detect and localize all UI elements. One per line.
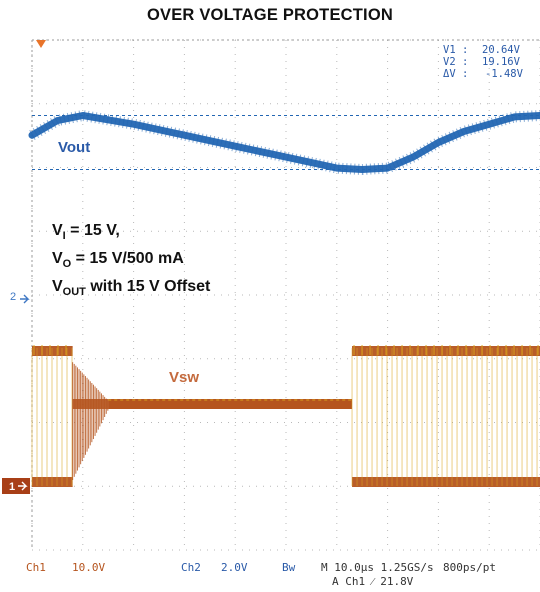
cursor-v1-label: V1 : bbox=[443, 44, 469, 56]
ch2-marker-label: 2 bbox=[10, 291, 17, 303]
ch1-marker-arrow-icon bbox=[18, 481, 28, 491]
chart-title: OVER VOLTAGE PROTECTION bbox=[146, 6, 393, 24]
vsw-label: Vsw bbox=[169, 369, 200, 386]
vout-line bbox=[28, 112, 540, 173]
vsw-ring-core bbox=[72, 399, 109, 409]
cursor-dv-label: ΔV : bbox=[443, 68, 469, 80]
ch1-scale: 10.0V bbox=[72, 561, 106, 574]
ch1-marker-badge bbox=[2, 478, 30, 494]
cursor-v1-value: 20.64V bbox=[482, 44, 520, 56]
condition-offset: VOUT with 15 V Offset bbox=[52, 278, 211, 298]
vout-noise bbox=[29, 109, 540, 176]
vsw-high-band bbox=[352, 346, 540, 356]
condition-output: VO = 15 V/500 mA bbox=[52, 250, 184, 270]
scope-extras bbox=[2, 40, 46, 494]
ch2-channel-label: Ch2 bbox=[181, 561, 201, 574]
trigger-setting: A Ch1 ⁄ 21.8V bbox=[332, 575, 414, 588]
cursor-v2-value: 19.16V bbox=[482, 56, 520, 68]
vsw-trace bbox=[31, 345, 540, 487]
resolution: 800ps/pt bbox=[443, 561, 496, 574]
timebase: M 10.0µs 1.25GS/s bbox=[321, 561, 434, 574]
ch2-scale: 2.0V bbox=[221, 561, 248, 574]
ch1-marker-label: 1 bbox=[9, 481, 16, 493]
cursor-dv-value: -1.48V bbox=[485, 68, 523, 80]
vout-label: Vout bbox=[58, 139, 91, 156]
vout-trace bbox=[28, 109, 540, 176]
condition-input-voltage: VI = 15 V, bbox=[52, 222, 120, 242]
bandwidth-label: Bw bbox=[282, 561, 296, 574]
trigger-position-icon bbox=[36, 40, 46, 48]
vsw-low-band bbox=[352, 477, 540, 487]
cursor-v2-label: V2 : bbox=[443, 56, 469, 68]
vsw-flat-band bbox=[108, 399, 353, 409]
ch1-channel-label: Ch1 bbox=[26, 561, 46, 574]
ch2-marker-arrow-icon bbox=[20, 294, 30, 304]
